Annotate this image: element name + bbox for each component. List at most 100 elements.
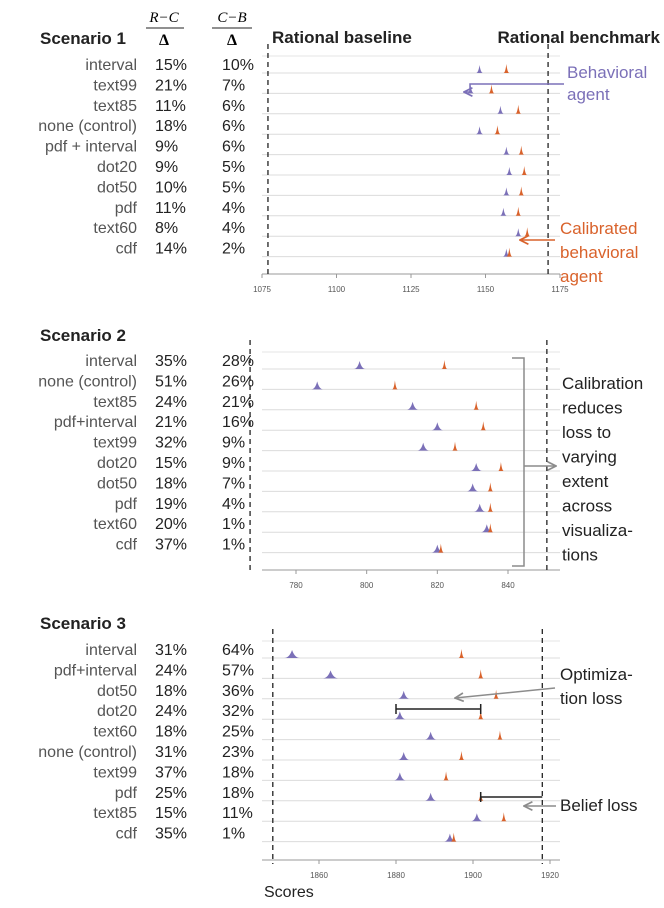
rc-value: 15% — [155, 805, 187, 822]
rc-value: 9% — [155, 159, 178, 176]
rc-value: 24% — [155, 703, 187, 720]
rc-value: 15% — [155, 57, 187, 74]
row-label: pdf+interval — [54, 662, 137, 679]
calibrated-peak — [441, 360, 448, 369]
rc-value: 35% — [155, 826, 187, 843]
calibrated-peak — [521, 166, 528, 175]
calibrated-peak — [450, 832, 457, 842]
calibration-annotation: tions — [562, 546, 598, 565]
behavioral-peak — [424, 792, 437, 801]
cb-value: 21% — [222, 394, 254, 411]
x-tick-label: 1150 — [477, 285, 495, 294]
rc-value: 20% — [155, 516, 187, 533]
calibrated-peak — [494, 125, 501, 135]
behavioral-peak — [476, 126, 484, 135]
behavioral-peak — [502, 248, 510, 257]
calibration-annotation: reduces — [562, 399, 622, 418]
cb-value: 1% — [222, 537, 245, 554]
behavioral-peak — [443, 833, 456, 842]
row-label: dot20 — [97, 159, 137, 176]
calibrated-peak — [488, 84, 495, 94]
row-label: pdf — [115, 496, 138, 513]
row-label: none (control) — [38, 118, 137, 135]
calibrated-peak — [477, 710, 484, 720]
cb-value: 11% — [222, 805, 253, 822]
cb-value: 5% — [222, 179, 245, 196]
rc-value: 11% — [155, 200, 186, 217]
calibrated-peak — [480, 421, 487, 431]
x-tick-label: 1860 — [310, 871, 328, 880]
row-label: text85 — [93, 805, 137, 822]
rc-value: 8% — [155, 220, 178, 237]
rational-baseline-label: Rational baseline — [272, 28, 412, 47]
row-label: interval — [85, 57, 137, 74]
calibration-annotation: varying — [562, 448, 617, 467]
rational-benchmark-label: Rational benchmark — [498, 28, 661, 47]
row-label: dot50 — [97, 179, 137, 196]
cb-denominator: Δ — [227, 32, 237, 49]
x-tick-label: 780 — [289, 581, 303, 590]
row-label: text85 — [93, 98, 137, 115]
row-label: text99 — [93, 435, 137, 452]
row-label: text99 — [93, 77, 137, 94]
cb-value: 16% — [222, 414, 254, 431]
scenario-3-panel: Scenario 3 1860 1880 1900 1920 interval 31% 64%… — [38, 614, 637, 880]
behavioral-peak — [473, 503, 486, 512]
rc-value: 10% — [155, 179, 187, 196]
calibrated-peak — [458, 751, 465, 760]
behavioral-agent-annotation: agent — [567, 85, 610, 104]
optimization-arrow — [455, 687, 556, 698]
row-label: dot20 — [97, 455, 137, 472]
row-label: pdf + interval — [45, 139, 137, 156]
rc-value: 24% — [155, 394, 187, 411]
calibrated-peak — [500, 812, 507, 822]
rc-value: 31% — [155, 642, 187, 659]
cb-value: 32% — [222, 703, 254, 720]
cb-value: 9% — [222, 435, 245, 452]
rc-denominator: Δ — [159, 32, 169, 49]
behavioral-peak — [353, 361, 366, 369]
rc-numerator: R−C — [148, 10, 179, 26]
x-tick-label: 1920 — [541, 871, 559, 880]
row-label: none (control) — [38, 373, 137, 390]
calibrated-peak — [391, 380, 398, 390]
behavioral-peak — [505, 167, 513, 175]
calibrated-peak — [496, 730, 503, 740]
calibrated-peak — [518, 186, 525, 196]
rc-value: 18% — [155, 724, 187, 741]
row-label: cdf — [116, 241, 138, 258]
x-axis-label: Scores — [264, 884, 314, 901]
row-label: interval — [85, 353, 137, 370]
rc-value: 31% — [155, 744, 187, 761]
cb-value: 64% — [222, 642, 254, 659]
calibration-annotation: across — [562, 497, 612, 516]
rc-value: 14% — [155, 241, 187, 258]
row-label: text60 — [93, 516, 137, 533]
rc-value: 19% — [155, 496, 187, 513]
calibrated-peak — [477, 669, 484, 679]
behavioral-peak — [499, 207, 507, 216]
rc-value: 25% — [155, 785, 187, 802]
scenario-title: Scenario 1 — [40, 29, 126, 48]
behavioral-peak — [322, 670, 339, 679]
behavioral-peak — [397, 752, 410, 760]
cb-value: 18% — [222, 785, 254, 802]
column-header-cb: C−B Δ — [212, 10, 252, 49]
behavioral-peak — [406, 401, 419, 410]
calibrated-peak — [518, 145, 525, 155]
calibrated-peak — [458, 649, 465, 658]
cb-value: 26% — [222, 373, 254, 390]
calibration-annotation: extent — [562, 472, 609, 491]
behavioral-agent-annotation: Behavioral — [567, 63, 647, 82]
calibration-annotation: visualiza- — [562, 521, 633, 540]
row-label: none (control) — [38, 744, 137, 761]
rc-value: 32% — [155, 435, 187, 452]
row-label: cdf — [116, 537, 138, 554]
behavioral-peak — [496, 105, 504, 114]
row-label: pdf+interval — [54, 414, 137, 431]
calibrated-peak — [443, 771, 450, 781]
cb-value: 25% — [222, 724, 254, 741]
row-label: dot50 — [97, 683, 137, 700]
cb-value: 18% — [222, 764, 254, 781]
